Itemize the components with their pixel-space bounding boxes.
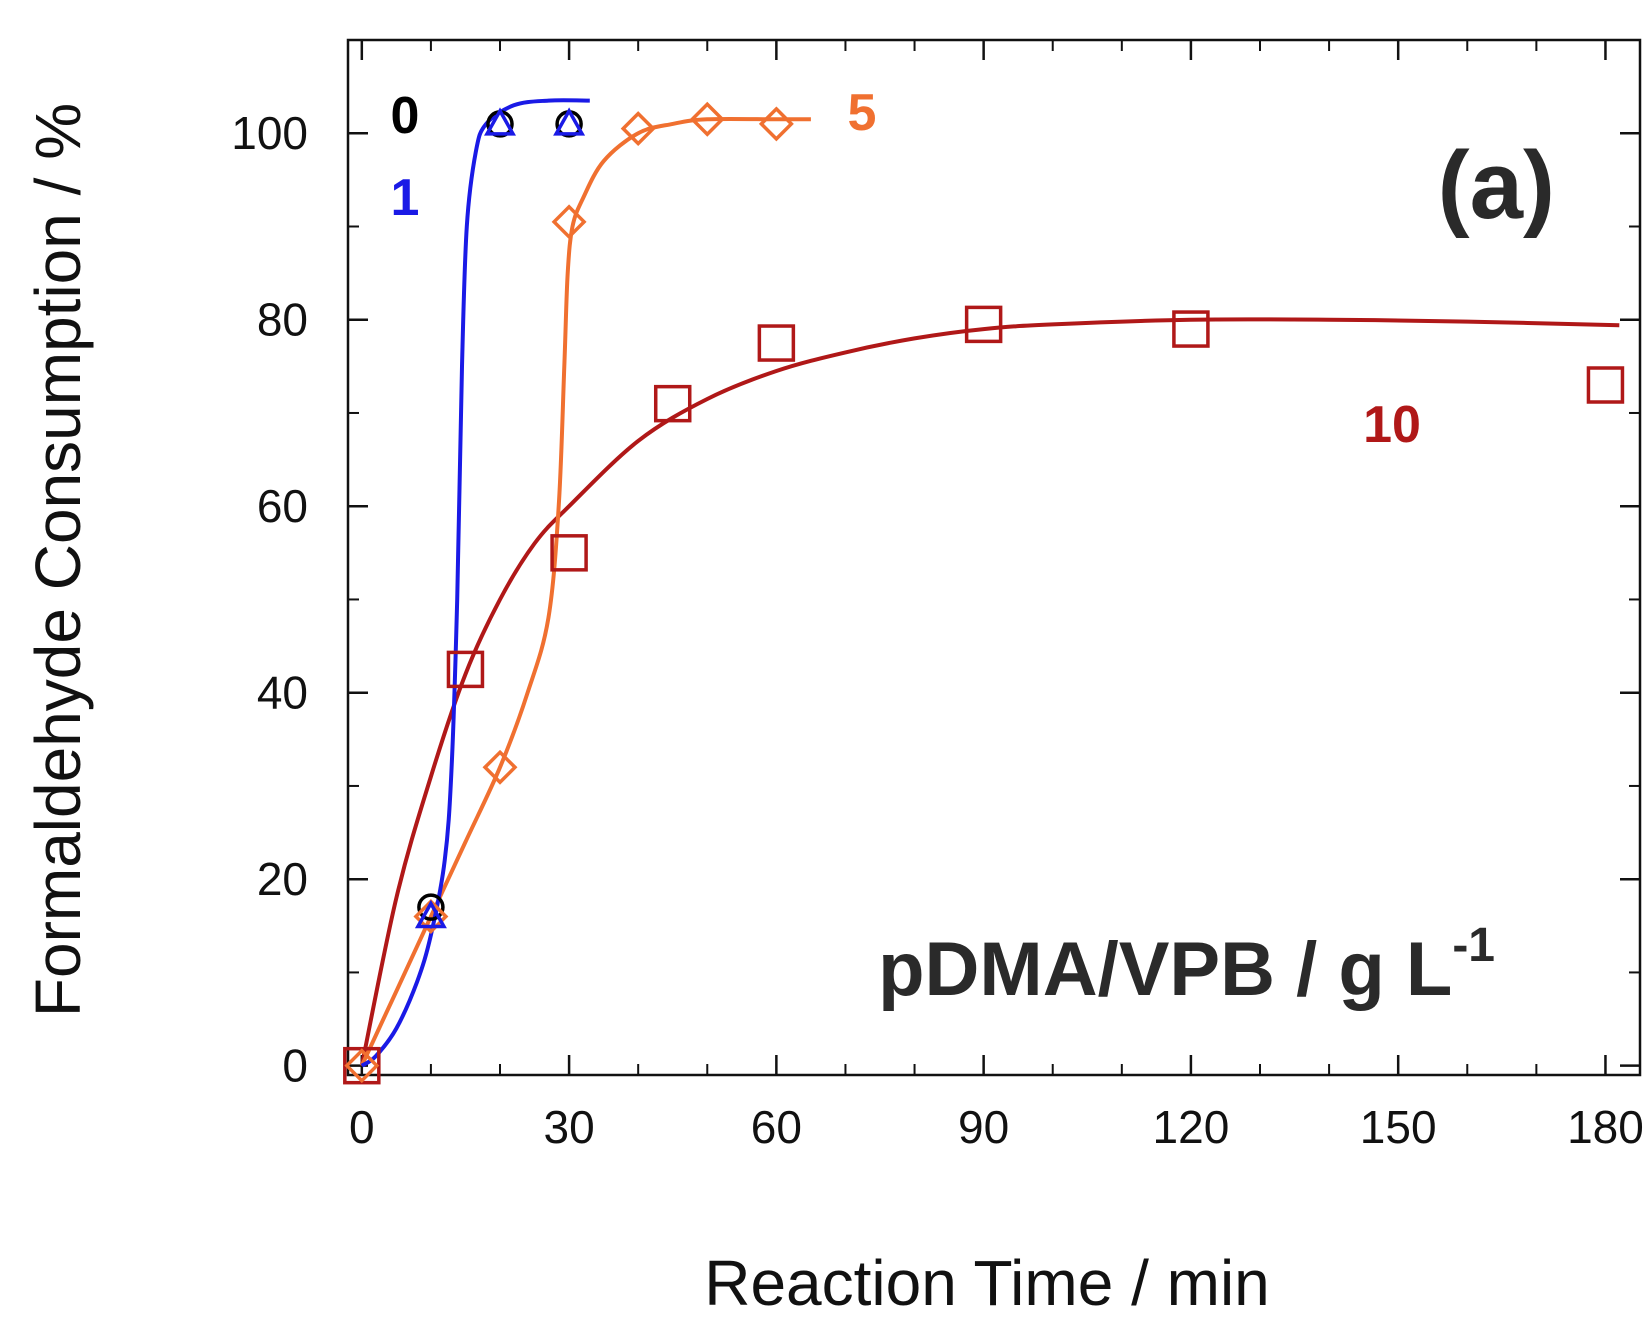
x-tick-label-0: 0 [349,1101,375,1153]
marker-series-0-point-0 [417,893,445,921]
x-tick-label-30: 30 [544,1101,595,1153]
series-label-5: 5 [848,84,877,142]
panel-label: (a) [1438,132,1555,239]
units-annotation-main: pDMA/VPB / g L [878,927,1452,1012]
x-tick-label-180: 180 [1567,1101,1644,1153]
marker-series-10-point-6 [1172,310,1210,348]
marker-series-1-point-1 [484,107,516,136]
marker-series-5-point-4 [620,111,656,147]
marker-series-5-point-3 [551,204,587,240]
y-tick-label-100: 100 [231,107,308,159]
marker-series-5-point-6 [758,106,794,142]
series-label-1: 1 [391,169,420,227]
plot-frame [346,38,1642,1077]
y-tick-label-60: 60 [257,480,308,532]
x-tick-label-150: 150 [1360,1101,1437,1153]
fit-curve-series-5 [359,116,811,1067]
fit-curve-series-1 [360,98,590,1068]
series-label-0: 0 [391,87,420,145]
fit-curves-group [359,98,1620,1068]
x-tick-label-60: 60 [751,1101,802,1153]
marker-series-1-point-0 [414,899,447,929]
marker-series-10-point-5 [964,305,1003,344]
x-axis-title: Reaction Time / min [704,1247,1270,1319]
y-tick-label-40: 40 [257,667,308,719]
marker-series-10-point-2 [550,534,588,572]
y-axis-title: Formaldehyde Consumption / % [22,103,94,1017]
y-tick-label-80: 80 [257,294,308,346]
marker-series-5-point-2 [482,749,518,785]
y-tick-label-0: 0 [282,1040,308,1092]
units-annotation-superscript: -1 [1452,919,1495,972]
marker-series-5-point-5 [689,101,725,137]
x-tick-label-90: 90 [958,1101,1009,1153]
marker-series-1-point-2 [553,107,586,136]
marker-series-5-point-0 [344,1048,380,1084]
units-annotation: pDMA/VPB / g L-1 [878,919,1495,1012]
marker-series-10-point-3 [653,384,692,423]
marker-series-5-point-1 [413,899,449,934]
marker-series-10-point-7 [1586,366,1625,404]
x-tick-label-120: 120 [1153,1101,1230,1153]
markers-group [343,101,1625,1085]
marker-series-10-point-1 [446,650,485,689]
y-tick-label-20: 20 [257,853,308,905]
axes-group: 0 30 60 90 120 150 180 0 20 40 60 80 100 0 1 5 10 [231,38,1644,1153]
marker-series-10-point-4 [757,324,796,362]
series-label-10: 10 [1363,396,1421,454]
fit-curve-series-10 [359,317,1620,1067]
